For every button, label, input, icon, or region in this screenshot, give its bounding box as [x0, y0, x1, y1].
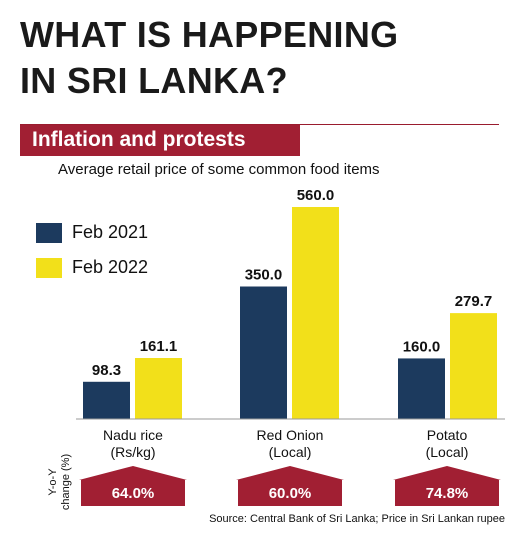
- legend-label-feb-2021: Feb 2021: [72, 222, 149, 242]
- value-label-0-1: 161.1: [140, 338, 178, 355]
- bar-1-0: [240, 286, 287, 419]
- value-label-1-0: 350.0: [245, 267, 283, 284]
- bar-2-0: [398, 358, 445, 419]
- yoy-change-label-2: 74.8%: [426, 485, 469, 502]
- category-label-0-1: (Rs/kg): [110, 444, 155, 460]
- legend-swatch-feb-2022: [36, 257, 62, 278]
- yoy-badge-2: [393, 466, 501, 506]
- legend-item-feb-2022: Feb 2022: [36, 257, 148, 278]
- category-label-1-1: (Local): [269, 444, 312, 460]
- bar-0-0: [83, 381, 130, 419]
- banner-title: Inflation and protests: [32, 128, 246, 151]
- value-label-0-0: 98.3: [92, 362, 121, 379]
- category-label-2-0: Potato: [427, 427, 468, 443]
- value-label-2-0: 160.0: [403, 338, 441, 355]
- section-banner: Inflation and protests: [20, 124, 499, 157]
- banner-box: Inflation and protests: [20, 125, 300, 156]
- yoy-badge-0: [79, 466, 187, 506]
- source-note: Source: Central Bank of Sri Lanka; Price…: [209, 513, 505, 525]
- category-label-1-0: Red Onion: [257, 427, 324, 443]
- legend-swatch-feb-2021: [36, 222, 62, 243]
- yoy-change-label-1: 60.0%: [269, 485, 312, 502]
- value-label-2-1: 279.7: [455, 293, 493, 310]
- bar-0-1: [135, 358, 182, 419]
- legend-item-feb-2021: Feb 2021: [36, 222, 148, 243]
- yoy-change-label-0: 64.0%: [112, 485, 155, 502]
- yoy-axis-label-text: Y-o-Y change (%): [47, 453, 72, 511]
- bar-1-1: [292, 207, 339, 419]
- category-label-0-0: Nadu rice: [103, 427, 163, 443]
- category-label-2-1: (Local): [426, 444, 469, 460]
- yoy-badge-1: [236, 466, 344, 506]
- legend-label-feb-2022: Feb 2022: [72, 257, 149, 277]
- bar-2-1: [450, 313, 497, 419]
- value-label-1-1: 560.0: [297, 187, 335, 204]
- yoy-axis-label: Y-o-Y change (%): [30, 452, 90, 512]
- page-title: WHAT IS HAPPENING IN SRI LANKA?: [20, 14, 399, 101]
- chart-subtitle: Average retail price of some common food…: [58, 161, 380, 178]
